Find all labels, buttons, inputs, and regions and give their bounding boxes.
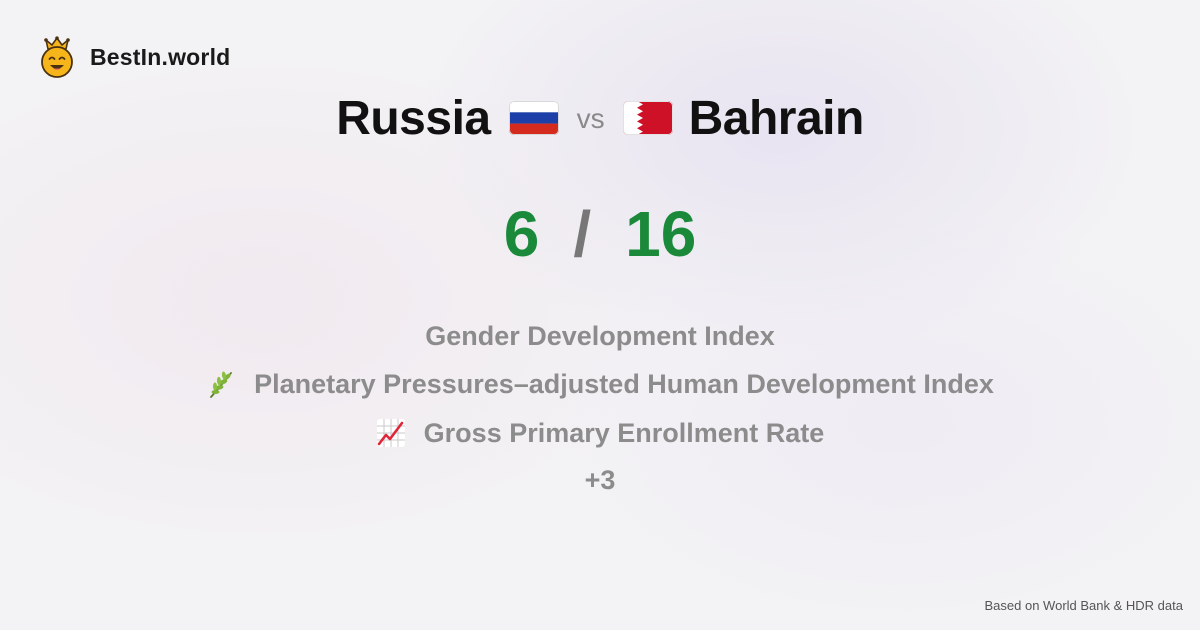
more-label: +3 [584, 465, 616, 495]
more-metrics-count: +3 [0, 458, 1200, 504]
comparison-title: Russia vs Bahrain [0, 86, 1200, 150]
right-score: 16 [625, 198, 697, 270]
list-item: Gross Primary Enrollment Rate [0, 409, 1200, 458]
smiling-crown-face-icon [41, 36, 73, 78]
left-country-name: Russia [336, 91, 491, 145]
metric-label: Planetary Pressures–adjusted Human Devel… [254, 369, 994, 400]
bahrain-flag-icon [622, 101, 673, 135]
brand-name: BestIn.world [90, 43, 231, 70]
metric-label: Gender Development Index [425, 320, 775, 351]
vs-label: vs [576, 103, 605, 134]
metrics-list: Gender Development Index Planetary Press… [0, 312, 1200, 504]
data-source-note: Based on World Bank & HDR data [984, 598, 1183, 613]
herb-icon [210, 371, 233, 398]
list-item: Gender Development Index [0, 312, 1200, 361]
brand-logo[interactable]: BestIn.world [38, 36, 230, 78]
left-score: 6 [503, 198, 540, 270]
russia-flag-icon [508, 101, 559, 135]
score-display: 6 / 16 [0, 196, 1200, 272]
chart-increasing-icon [376, 419, 405, 448]
score-separator: / [573, 198, 592, 270]
right-country-name: Bahrain [688, 91, 865, 145]
list-item: Planetary Pressures–adjusted Human Devel… [0, 361, 1200, 410]
metric-label: Gross Primary Enrollment Rate [423, 417, 825, 448]
